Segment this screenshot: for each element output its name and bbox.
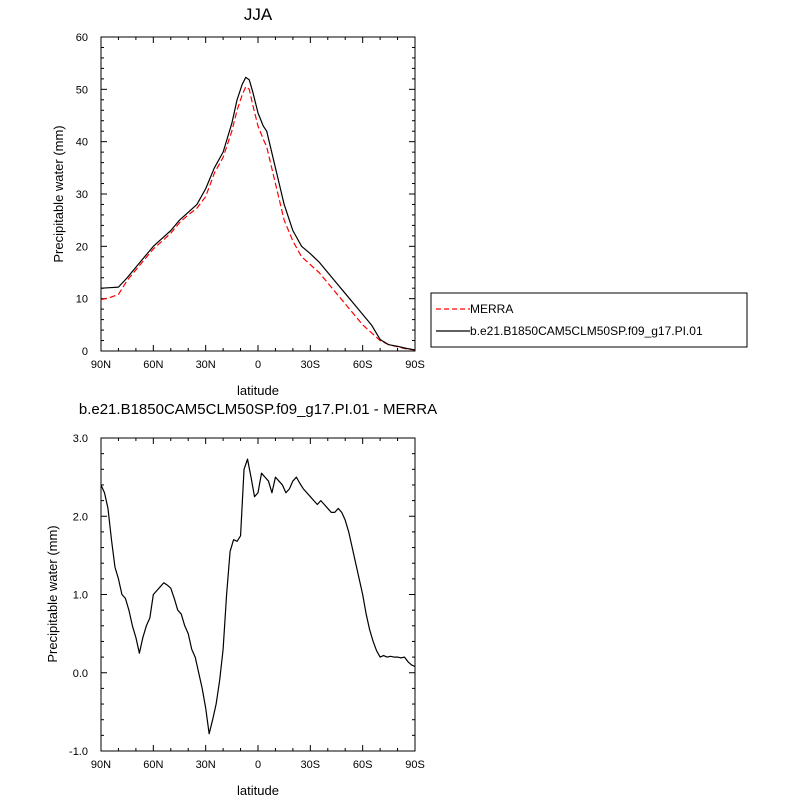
top-y-tick-label: 30 xyxy=(76,189,88,201)
bottom-y-tick-label: 2.0 xyxy=(73,511,88,523)
bottom-series-lines xyxy=(100,458,416,735)
top-x-tick-label: 60N xyxy=(143,359,163,371)
top-plot-frame xyxy=(100,36,416,352)
top-series-merra-line xyxy=(100,86,416,351)
top-x-tick-label: 90N xyxy=(91,359,111,371)
bottom-y-tick-label: 3.0 xyxy=(73,433,88,445)
top-x-tick-label: 60S xyxy=(353,359,373,371)
top-series-lines xyxy=(100,76,416,351)
legend-box xyxy=(430,292,748,348)
bottom-axis-ticks: 90N 60N 30N 0 30S 60S 90S -1.0 0.0 1.0 2.0 3.0 xyxy=(69,433,425,771)
top-x-axis-label: latitude xyxy=(237,383,279,398)
top-y-tick-label: 0 xyxy=(82,346,88,358)
bottom-y-axis-label: Precipitable water (mm) xyxy=(45,525,60,662)
bottom-x-tick-label: 90S xyxy=(405,759,425,771)
bottom-panel: b.e21.B1850CAM5CLM50SP.f09_g17.PI.01 - M… xyxy=(45,401,437,798)
bottom-x-tick-label: 90N xyxy=(91,759,111,771)
bottom-x-axis-label: latitude xyxy=(237,783,279,798)
bottom-x-tick-label: 0 xyxy=(255,759,261,771)
bottom-x-tick-label: 60N xyxy=(143,759,163,771)
top-y-tick-label: 20 xyxy=(76,241,88,253)
bottom-y-tick-label: 0.0 xyxy=(73,668,88,680)
bottom-series-difference-line xyxy=(100,458,416,735)
top-y-tick-label: 10 xyxy=(76,294,88,306)
top-x-tick-label: 0 xyxy=(255,359,261,371)
top-x-tick-label: 30S xyxy=(301,359,321,371)
bottom-x-tick-label: 30N xyxy=(196,759,216,771)
bottom-plot-frame xyxy=(100,437,416,752)
top-x-tick-label: 90S xyxy=(405,359,425,371)
top-y-tick-label: 40 xyxy=(76,137,88,149)
bottom-x-tick-label: 30S xyxy=(301,759,321,771)
top-chart-title: JJA xyxy=(244,5,273,24)
legend: MERRA b.e21.B1850CAM5CLM50SP.f09_g17.PI.… xyxy=(430,292,748,348)
top-y-tick-label: 50 xyxy=(76,84,88,96)
top-axis-ticks: 90N 60N 30N 0 30S 60S 90S 0 10 20 30 40 50 60 xyxy=(76,32,425,371)
bottom-chart-title: b.e21.B1850CAM5CLM50SP.f09_g17.PI.01 - M… xyxy=(79,401,437,418)
bottom-x-tick-label: 60S xyxy=(353,759,373,771)
top-y-axis-label: Precipitable water (mm) xyxy=(51,125,66,262)
top-series-model-line xyxy=(100,76,416,351)
top-panel: JJA 90N 60N 30N 0 30S 60S 90S 0 10 20 30 40 50 60 lat… xyxy=(51,5,748,398)
top-y-tick-label: 60 xyxy=(76,32,88,44)
top-x-tick-label: 30N xyxy=(196,359,216,371)
legend-merra-label: MERRA xyxy=(470,302,513,316)
bottom-y-tick-label: 1.0 xyxy=(73,590,88,602)
legend-model-label: b.e21.B1850CAM5CLM50SP.f09_g17.PI.01 xyxy=(470,324,703,338)
bottom-y-tick-label: -1.0 xyxy=(69,746,88,758)
